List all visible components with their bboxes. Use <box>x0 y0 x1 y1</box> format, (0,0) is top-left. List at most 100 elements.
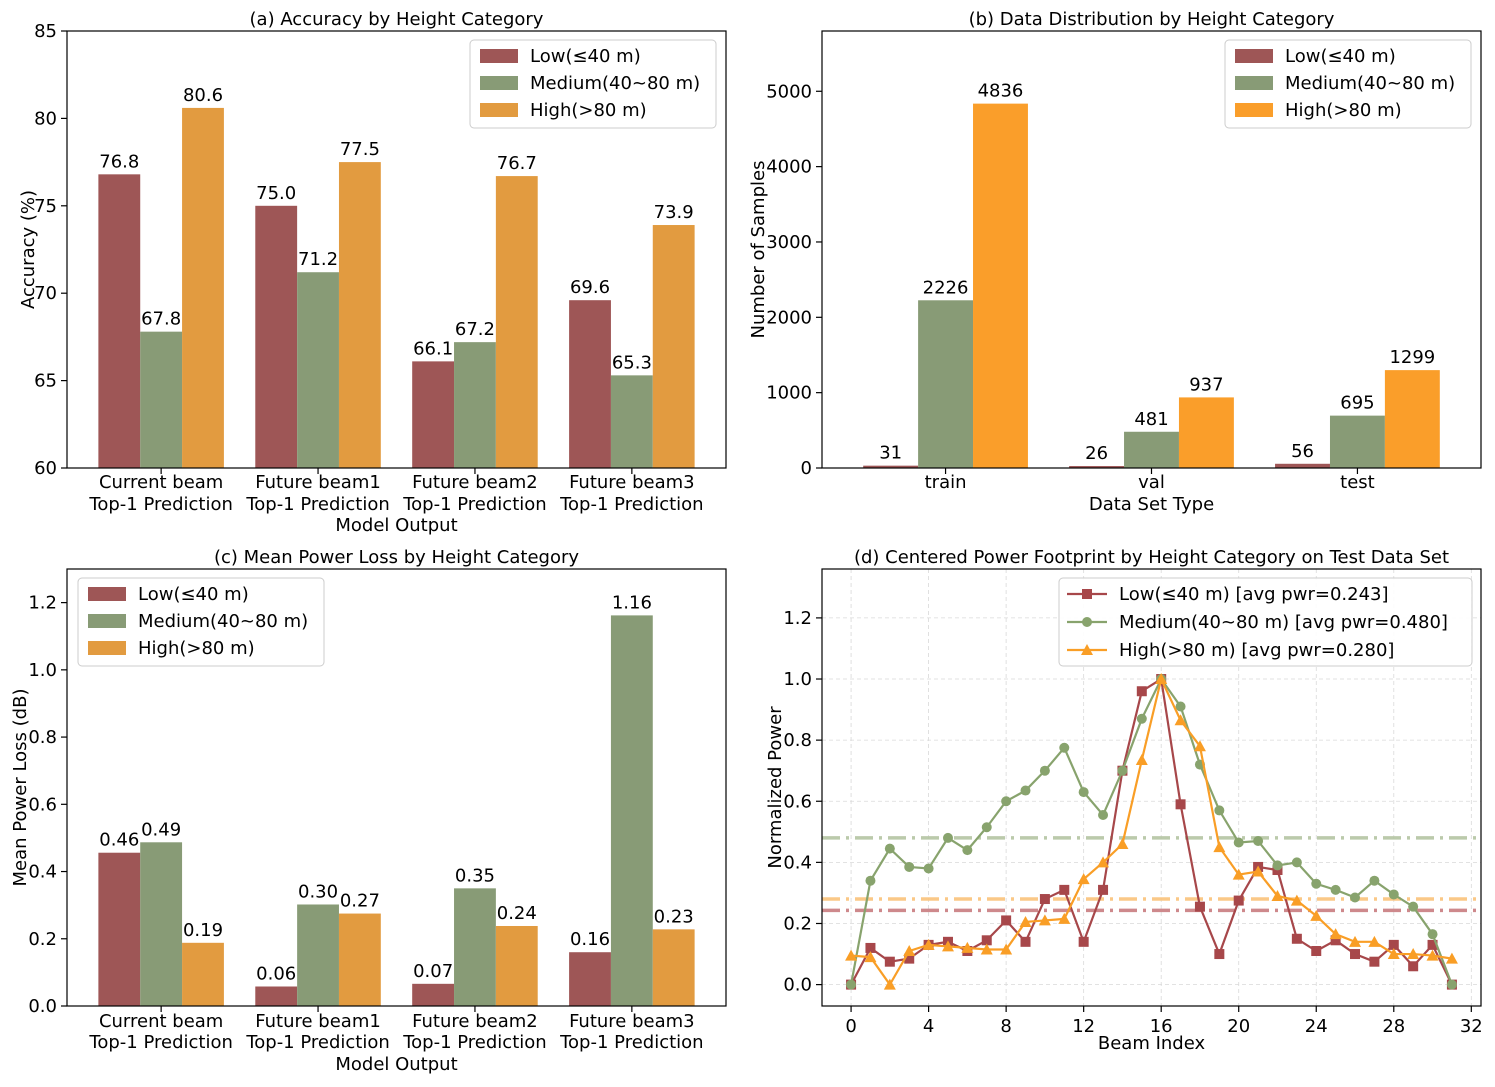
data-point <box>1271 889 1284 901</box>
data-point <box>1233 895 1244 906</box>
y-tick-label: 65 <box>34 371 57 392</box>
bar-0-1 <box>255 986 298 1006</box>
data-point <box>1136 713 1147 724</box>
bar-2-2 <box>1384 370 1440 468</box>
bar-2-3 <box>652 929 695 1006</box>
y-tick-label: 0.2 <box>783 913 812 934</box>
legend-swatch <box>480 76 518 90</box>
data-point <box>942 832 953 843</box>
y-tick-label: 1.2 <box>28 593 57 614</box>
legend-box <box>1224 39 1472 129</box>
panel-a-accuracy-chart: (a) Accuracy by Height Category 76.8 75.0 6… <box>18 9 727 536</box>
bar-1-2 <box>454 342 496 468</box>
data-point <box>941 940 954 952</box>
data-point <box>884 843 895 854</box>
chart-title: (d) Centered Power Footprint by Height C… <box>854 547 1449 568</box>
data-point <box>1214 949 1225 960</box>
x-tick-label: 28 <box>1382 1016 1405 1037</box>
y-tick-label: 4000 <box>766 157 812 178</box>
legend-marker <box>1082 617 1092 627</box>
bar-value-label: 695 <box>1340 393 1374 414</box>
bar-1-0 <box>140 331 183 468</box>
data-point <box>845 949 858 961</box>
data-point <box>1058 912 1071 924</box>
data-point <box>1388 889 1399 900</box>
bar-value-label: 481 <box>1134 409 1168 430</box>
data-point <box>865 942 876 953</box>
data-point <box>1350 949 1361 960</box>
bar-2-2 <box>495 925 538 1006</box>
bar-value-label: 26 <box>1085 443 1108 464</box>
bar-1-1 <box>297 904 339 1006</box>
data-point <box>1078 787 1089 798</box>
bar-2-0 <box>182 942 224 1006</box>
data-point <box>1175 701 1186 712</box>
data-point <box>1155 673 1168 685</box>
data-point <box>1329 928 1342 940</box>
x-tick-label: 32 <box>1460 1016 1483 1037</box>
bar-value-label: 0.07 <box>413 961 453 982</box>
data-point <box>1291 857 1302 868</box>
y-axis-label: Number of Samples <box>748 161 769 339</box>
data-point <box>1291 933 1302 944</box>
y-axis-label: Normalized Power <box>765 706 786 869</box>
data-point <box>1407 948 1420 960</box>
x-tick-label: Top-1 Prediction <box>559 494 703 515</box>
y-tick-label: 1.2 <box>783 608 812 629</box>
bar-value-label: 0.27 <box>340 891 380 912</box>
data-point <box>1020 785 1031 796</box>
bar-1-1 <box>297 272 339 468</box>
y-tick-label: 2000 <box>766 307 812 328</box>
y-tick-label: 0.2 <box>28 929 57 950</box>
y-tick-label: 0.0 <box>28 996 57 1017</box>
data-point <box>1059 742 1070 753</box>
bar-0-2 <box>1275 463 1330 468</box>
x-tick-label: train <box>925 472 967 493</box>
legend-swatch <box>480 49 518 63</box>
x-axis-label: Beam Index <box>1098 1033 1206 1054</box>
data-point <box>904 861 915 872</box>
data-point <box>1019 915 1032 927</box>
y-tick-label: 75 <box>34 196 57 217</box>
data-point <box>1369 956 1380 967</box>
bar-value-label: 4836 <box>978 81 1024 102</box>
legend-label: Medium(40~80 m) <box>138 611 308 632</box>
bar-1-2 <box>1329 415 1385 468</box>
data-point <box>1330 935 1341 946</box>
x-tick-label: Future beam3 <box>569 1011 695 1032</box>
x-tick-label: 20 <box>1227 1016 1250 1037</box>
bar-value-label: 0.35 <box>455 865 495 886</box>
bar-value-label: 0.23 <box>654 906 694 927</box>
bar-value-label: 80.6 <box>183 85 223 106</box>
data-point <box>1369 875 1380 886</box>
data-point <box>1078 936 1089 947</box>
x-tick-label: test <box>1340 472 1375 493</box>
data-point <box>1117 765 1128 776</box>
bar-value-label: 0.30 <box>298 881 338 902</box>
data-point <box>1368 935 1381 947</box>
legend-label: Low(≤40 m) <box>138 584 249 605</box>
data-point <box>904 953 915 964</box>
data-point <box>1388 939 1399 950</box>
bar-2-1 <box>1178 397 1234 468</box>
data-point <box>1387 948 1400 960</box>
data-point <box>1039 765 1050 776</box>
legend-label: High(>80 m) <box>138 638 255 659</box>
legend-swatch <box>88 641 126 655</box>
bar-2-2 <box>495 176 538 469</box>
panel-d-power-footprint-chart: (d) Centered Power Footprint by Height C… <box>765 547 1483 1054</box>
x-tick-label: 4 <box>923 1016 934 1037</box>
legend-swatch <box>88 587 126 601</box>
data-point <box>1001 796 1012 807</box>
data-point <box>1253 835 1264 846</box>
chart-title: (c) Mean Power Loss by Height Category <box>214 547 579 568</box>
y-tick-label: 0.6 <box>28 794 57 815</box>
data-point <box>1135 753 1148 765</box>
data-point <box>883 978 896 990</box>
bar-0-1 <box>255 205 298 469</box>
data-point <box>1174 714 1187 726</box>
legend-label: Medium(40~80 m) <box>1285 73 1455 94</box>
bar-0-3 <box>569 300 611 468</box>
y-tick-label: 3000 <box>766 232 812 253</box>
